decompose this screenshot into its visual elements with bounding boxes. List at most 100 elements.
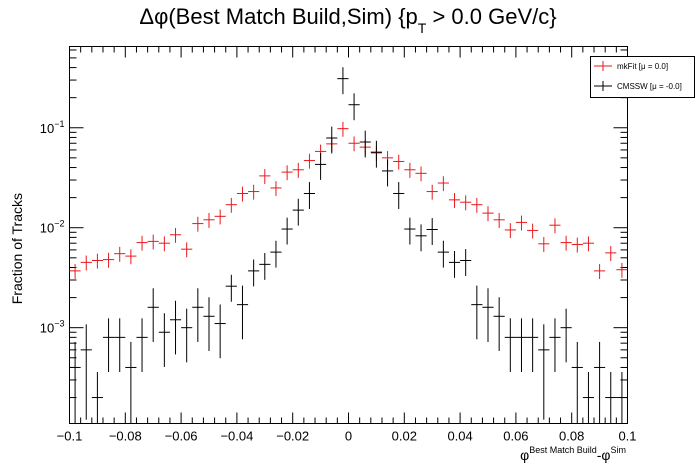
- data-point: [560, 308, 572, 363]
- data-point: [114, 246, 126, 262]
- x-axis-label-sub2: Sim: [611, 445, 627, 455]
- data-point: [594, 341, 606, 424]
- data-point: [605, 246, 617, 261]
- data-point: [549, 318, 561, 373]
- data-point: [582, 372, 595, 424]
- data-point: [292, 198, 304, 226]
- data-point: [504, 223, 516, 239]
- data-point: [370, 140, 382, 168]
- legend-box: [590, 56, 695, 98]
- x-tick-label: 0.1: [618, 429, 636, 444]
- data-point: [80, 324, 92, 420]
- data-point: [549, 218, 561, 234]
- data-point: [337, 67, 349, 95]
- data-point: [203, 297, 215, 351]
- data-point: [136, 318, 148, 373]
- data-point: [471, 285, 483, 340]
- chart-title-main: Δφ(Best Match Build,Sim) {p: [139, 4, 417, 29]
- data-point: [181, 242, 193, 258]
- x-tick-label: −0.1: [57, 429, 83, 444]
- legend-label-mkfit: mkFit [μ = 0.0]: [617, 62, 668, 71]
- data-point: [281, 217, 293, 245]
- data-point: [147, 234, 159, 250]
- data-point: [326, 126, 338, 154]
- data-point: [181, 308, 193, 363]
- data-point: [147, 288, 159, 342]
- data-point: [248, 259, 260, 287]
- series-cmssw: [69, 67, 628, 424]
- data-point: [136, 235, 148, 251]
- data-point: [203, 212, 215, 228]
- data-point: [348, 93, 360, 121]
- data-point: [225, 274, 237, 302]
- legend-label-cmssw: CMSSW [μ = -0.0]: [617, 82, 682, 91]
- y-axis-label: Fraction of Tracks: [9, 193, 25, 304]
- data-point: [102, 252, 115, 268]
- data-point: [448, 193, 461, 208]
- data-point: [515, 215, 528, 231]
- data-point: [125, 341, 137, 424]
- data-point: [527, 318, 539, 373]
- data-point: [527, 223, 539, 239]
- x-axis-label-sub1: Best Match Build: [529, 445, 597, 455]
- data-point: [582, 236, 595, 252]
- data-point: [169, 227, 182, 243]
- data-point: [605, 372, 617, 424]
- data-point: [270, 181, 282, 197]
- y-tick-label: 10−2: [40, 219, 65, 236]
- data-point: [515, 318, 528, 373]
- data-point: [448, 250, 461, 278]
- data-point: [359, 130, 371, 158]
- chart-title-rest: > 0.0 GeV/c}: [426, 4, 556, 29]
- y-axis: 10−3 10−2 10−1: [40, 49, 628, 399]
- data-point: [236, 285, 249, 340]
- data-point: [91, 372, 103, 424]
- data-point: [214, 304, 226, 359]
- data-point: [538, 237, 550, 252]
- data-point: [560, 235, 572, 251]
- data-point: [248, 184, 260, 200]
- chart-title: Δφ(Best Match Build,Sim) {pT > 0.0 GeV/c…: [139, 4, 556, 36]
- x-tick-label: 0.06: [503, 429, 528, 444]
- data-point: [292, 162, 304, 178]
- data-point: [381, 159, 394, 187]
- data-point: [281, 165, 293, 181]
- data-point: [315, 153, 327, 180]
- legend-marker-cmssw: [594, 81, 612, 91]
- x-tick-label: 0.08: [559, 429, 584, 444]
- data-point: [192, 216, 204, 232]
- data-point: [158, 236, 170, 252]
- legend-marker-mkfit: [594, 61, 612, 71]
- data-point: [393, 154, 405, 170]
- data-point: [225, 197, 237, 213]
- data-point: [303, 182, 316, 209]
- data-point: [571, 341, 583, 424]
- data-point: [571, 237, 583, 253]
- data-point: [102, 318, 115, 373]
- data-point: [80, 255, 92, 271]
- x-tick-label: −0.02: [276, 429, 309, 444]
- x-axis-label-mid: -φ: [597, 447, 611, 463]
- data-point: [471, 197, 483, 213]
- x-tick-label: 0.04: [447, 429, 472, 444]
- data-point: [192, 288, 204, 342]
- data-point: [437, 176, 449, 192]
- data-point: [337, 121, 349, 137]
- x-tick-label: −0.06: [165, 429, 198, 444]
- y-tick-label: 10−1: [40, 119, 65, 136]
- data-point: [415, 224, 427, 252]
- data-point: [404, 217, 416, 245]
- data-point: [69, 264, 81, 279]
- data-point: [236, 186, 249, 202]
- chart-title-subscript: T: [418, 20, 427, 36]
- series-mkfit: [69, 121, 628, 279]
- data-point: [426, 184, 438, 200]
- x-tick-label: −0.04: [220, 429, 253, 444]
- series-layer: [69, 67, 628, 424]
- x-axis-label: φBest Match Build-φSim: [520, 445, 626, 463]
- data-point: [348, 136, 360, 152]
- x-axis: −0.1 −0.08 −0.06 −0.04 −0.02 0 0.02 0.04 0.06 0.0…: [57, 46, 637, 444]
- data-point: [460, 195, 472, 211]
- data-point: [426, 218, 438, 245]
